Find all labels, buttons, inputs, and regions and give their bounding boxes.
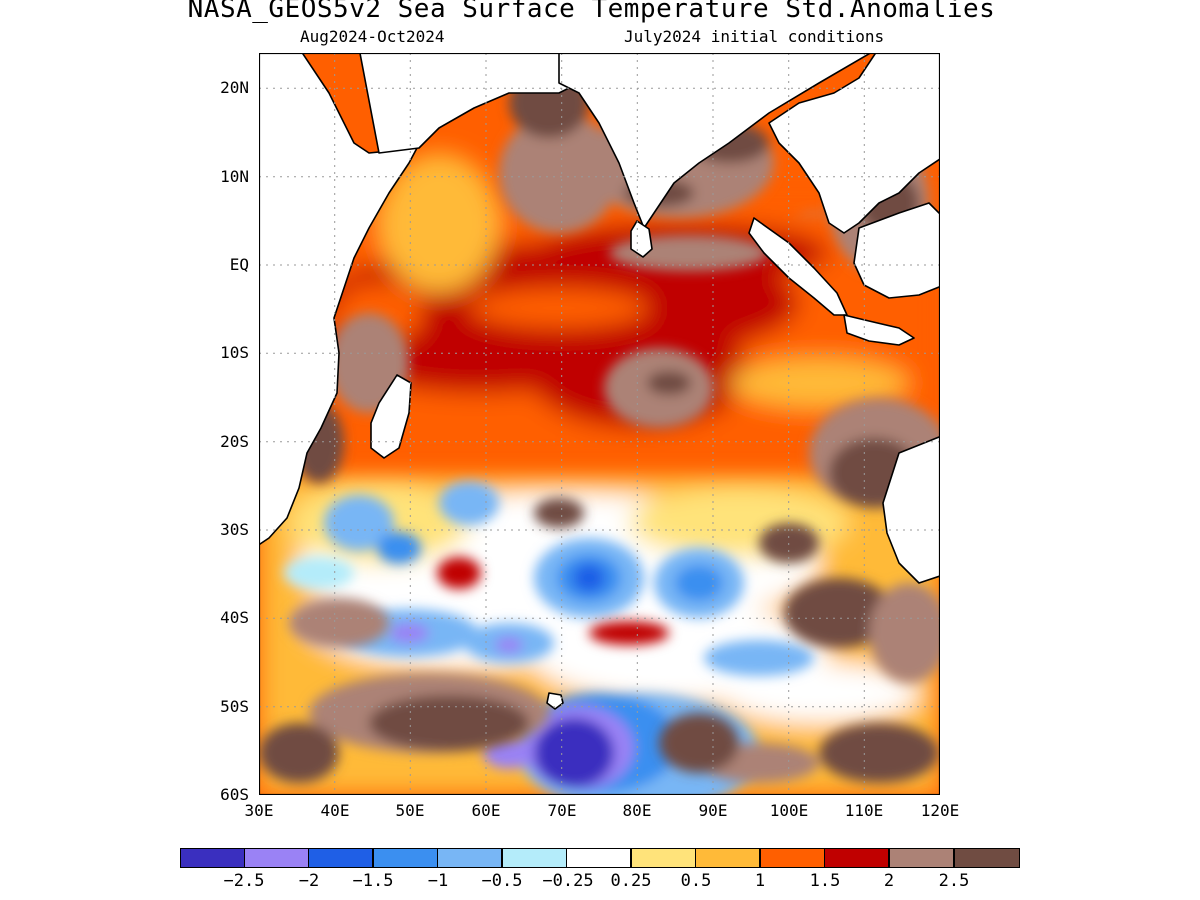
legend-swatch [373,848,438,868]
lon-label-50e: 50E [395,801,425,820]
legend-swatch [502,848,567,868]
sri-lanka [630,220,653,258]
legend-label: 1.5 [809,871,841,891]
borneo [853,202,940,299]
legend-swatch [889,848,954,868]
lat-label-30s: 30S [220,520,249,539]
lon-label-110e: 110E [844,801,884,820]
legend-label: 2 [883,871,895,891]
legend-swatch [954,848,1020,868]
legend-label: 1 [754,871,766,891]
legend-swatch [695,848,760,868]
java [843,314,915,346]
lat-label-40s: 40S [220,608,249,627]
legend-label: 0.5 [680,871,712,891]
map-frame [259,53,940,795]
legend-label: −1.5 [352,871,394,891]
legend-swatch [631,848,696,868]
graticule [259,53,940,795]
legend-label: −2.5 [223,871,265,891]
madagascar [370,374,412,459]
lon-label-100e: 100E [769,801,809,820]
legend-label: −0.5 [481,871,523,891]
legend-label: 2.5 [938,871,970,891]
lat-label-20s: 20S [220,432,249,451]
lon-label-70e: 70E [547,801,577,820]
legend-label: −0.25 [542,871,594,891]
legend-label: −2 [298,871,320,891]
lon-label-120e: 120E [920,801,960,820]
lon-label-90e: 90E [698,801,728,820]
legend-swatch [308,848,373,868]
legend-swatch [760,848,825,868]
lon-label-60e: 60E [471,801,501,820]
lat-label-10s: 10S [220,343,249,362]
legend-swatch [180,848,245,868]
initial-conditions: July2024 initial conditions [624,27,885,46]
lat-label-60s: 60S [220,785,249,804]
sumatra [748,217,848,316]
sst-anomaly-map [259,53,940,795]
lon-label-30e: 30E [244,801,274,820]
lon-label-40e: 40E [320,801,350,820]
kerguelen [546,692,564,710]
legend-swatch [824,848,889,868]
legend-swatch [566,848,631,868]
map-title: NASA_GEOS5v2 Sea Surface Temperature Std… [187,0,996,24]
legend-swatch [244,848,309,868]
australia [882,435,940,584]
lat-label-eq: EQ [229,255,249,274]
lon-label-80e: 80E [622,801,652,820]
legend-swatch [437,848,502,868]
lat-label-20n: 20N [220,78,249,97]
africa [259,53,418,546]
forecast-period: Aug2024-Oct2024 [300,27,445,46]
southeast-asia [768,53,940,234]
legend-label: −1 [427,871,449,891]
color-legend [180,848,1020,868]
lat-label-50s: 50S [220,697,249,716]
legend-label: 0.25 [610,871,652,891]
lat-label-10n: 10N [220,167,249,186]
